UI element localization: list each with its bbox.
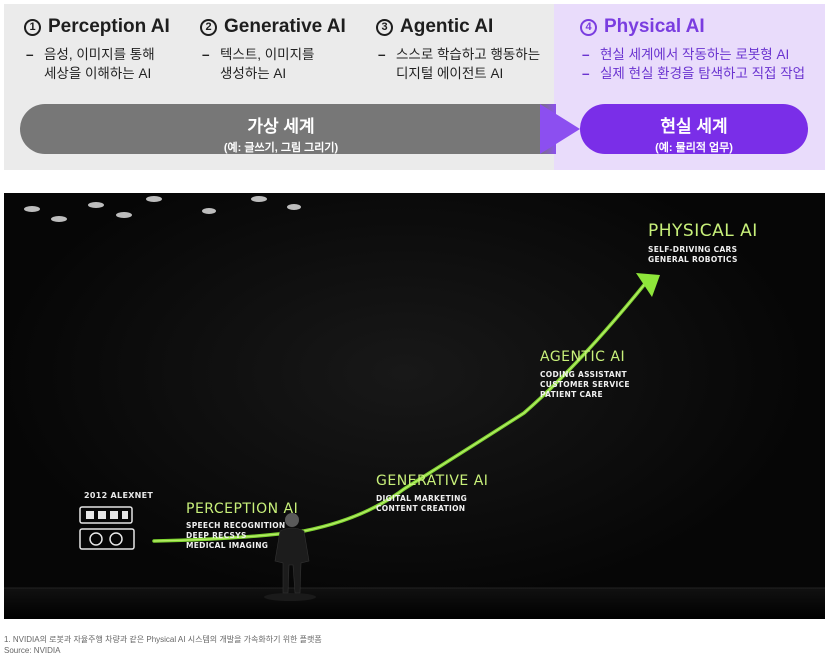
stage-bullets: 스스로 학습하고 행동하는 디지털 에이전트 AI	[376, 45, 551, 83]
stage-bullets: 현실 세계에서 작동하는 로봇형 AI 실제 현실 환경을 탐색하고 직접 작업	[580, 45, 820, 83]
physical-world-title: 현실 세계	[660, 117, 728, 136]
photo-stage-item: CUSTOMER SERVICE	[540, 380, 630, 389]
photo-stage-item: PATIENT CARE	[540, 390, 603, 399]
transition-arrow-icon	[540, 104, 580, 154]
stage-number-badge: 3	[376, 18, 393, 36]
photo-stage-title: GENERATIVE AI	[376, 473, 489, 489]
growth-arrow-head-icon	[636, 273, 660, 297]
photo-stage-item: CONTENT CREATION	[376, 504, 466, 513]
photo-stage-item: SELF-DRIVING CARS	[648, 245, 738, 254]
stage-bullet: 실제 현실 환경을 탐색하고 직접 작업	[580, 64, 820, 83]
photo-stage-item: DIGITAL MARKETING	[376, 494, 468, 503]
stage-bullet: 현실 세계에서 작동하는 로봇형 AI	[580, 45, 820, 64]
stage-physical-ai: 4 Physical AI 현실 세계에서 작동하는 로봇형 AI 실제 현실 …	[580, 16, 820, 83]
photo-stage-title: PERCEPTION AI	[186, 501, 299, 517]
virtual-world-subtitle: (예: 글쓰기, 그림 그리기)	[223, 142, 339, 154]
keynote-stage-illustration	[4, 193, 825, 619]
keynote-stage-photo: 2012 ALEXNET PERCEPTION AI SPEECH RECOGN…	[4, 193, 825, 619]
stage-bullets: 텍스트, 이미지를 생성하는 AI	[200, 45, 320, 83]
stage-generative-ai: 2 Generative AI 텍스트, 이미지를 생성하는 AI	[200, 16, 346, 83]
alexnet-label: 2012 ALEXNET	[84, 491, 154, 500]
presenter-figure	[264, 513, 316, 601]
footnote-text: 1. NVIDIA의 로봇과 자율주행 차량과 같은 Physical AI 시…	[4, 635, 322, 644]
ai-evolution-diagram: 1 Perception AI 음성, 이미지를 통해 세상을 이해하는 AI …	[4, 4, 825, 170]
stage-number-badge: 2	[200, 18, 217, 36]
photo-stage-physical: PHYSICAL AI SELF-DRIVING CARS GENERAL RO…	[648, 221, 758, 265]
physical-world-subtitle: (예: 물리적 업무)	[655, 142, 733, 154]
photo-stage-item: DEEP RECSYS	[186, 531, 247, 540]
photo-stage-items: SPEECH RECOGNITION DEEP RECSYS MEDICAL I…	[186, 521, 298, 551]
physical-world-bar: 현실 세계 (예: 물리적 업무)	[580, 104, 808, 154]
photo-stage-perception: PERCEPTION AI SPEECH RECOGNITION DEEP RE…	[186, 501, 298, 551]
photo-stage-item: MEDICAL IMAGING	[186, 541, 269, 550]
virtual-world-title: 가상 세계	[247, 117, 315, 136]
stage-agentic-ai: 3 Agentic AI 스스로 학습하고 행동하는 디지털 에이전트 AI	[376, 16, 551, 83]
virtual-world-bar: 가상 세계 (예: 글쓰기, 그림 그리기)	[20, 104, 542, 154]
stage-title: 3 Agentic AI	[376, 16, 551, 38]
photo-stage-item: SPEECH RECOGNITION	[186, 521, 286, 530]
stage-bullet: 음성, 이미지를 통해 세상을 이해하는 AI	[24, 45, 164, 83]
stage-glow	[4, 193, 824, 613]
stage-title-text: Perception AI	[48, 16, 170, 37]
footnote: 1. NVIDIA의 로봇과 자율주행 차량과 같은 Physical AI 시…	[4, 634, 322, 656]
stage-title-text: Agentic AI	[400, 16, 494, 37]
stage-number-badge: 1	[24, 18, 41, 36]
photo-stage-title: PHYSICAL AI	[648, 221, 758, 241]
stage-title-text: Physical AI	[604, 16, 705, 37]
growth-arrow-highlight	[153, 284, 645, 542]
stage-title: 1 Perception AI	[24, 16, 170, 38]
ceiling-lights-icon	[24, 196, 301, 222]
photo-stage-items: DIGITAL MARKETING CONTENT CREATION	[376, 494, 488, 514]
stage-perception-ai: 1 Perception AI 음성, 이미지를 통해 세상을 이해하는 AI	[24, 16, 170, 83]
photo-stage-generative: GENERATIVE AI DIGITAL MARKETING CONTENT …	[376, 473, 488, 514]
photo-stage-items: CODING ASSISTANT CUSTOMER SERVICE PATIEN…	[540, 370, 630, 400]
stage-title-text: Generative AI	[224, 16, 346, 37]
stage-number-badge: 4	[580, 18, 597, 36]
stage-title: 4 Physical AI	[580, 16, 820, 38]
stage-bullet: 텍스트, 이미지를 생성하는 AI	[200, 45, 320, 83]
source-text: Source: NVIDIA	[4, 646, 61, 655]
photo-stage-item: CODING ASSISTANT	[540, 370, 627, 379]
stage-title: 2 Generative AI	[200, 16, 346, 38]
stage-bullets: 음성, 이미지를 통해 세상을 이해하는 AI	[24, 45, 164, 83]
photo-stage-item: GENERAL ROBOTICS	[648, 255, 738, 264]
stage-floor	[4, 588, 825, 619]
photo-stage-agentic: AGENTIC AI CODING ASSISTANT CUSTOMER SER…	[540, 349, 630, 400]
photo-stage-items: SELF-DRIVING CARS GENERAL ROBOTICS	[648, 245, 758, 265]
photo-stage-title: AGENTIC AI	[540, 349, 626, 365]
stage-bullet: 스스로 학습하고 행동하는 디지털 에이전트 AI	[376, 45, 551, 83]
gpu-card-icon	[79, 506, 135, 550]
